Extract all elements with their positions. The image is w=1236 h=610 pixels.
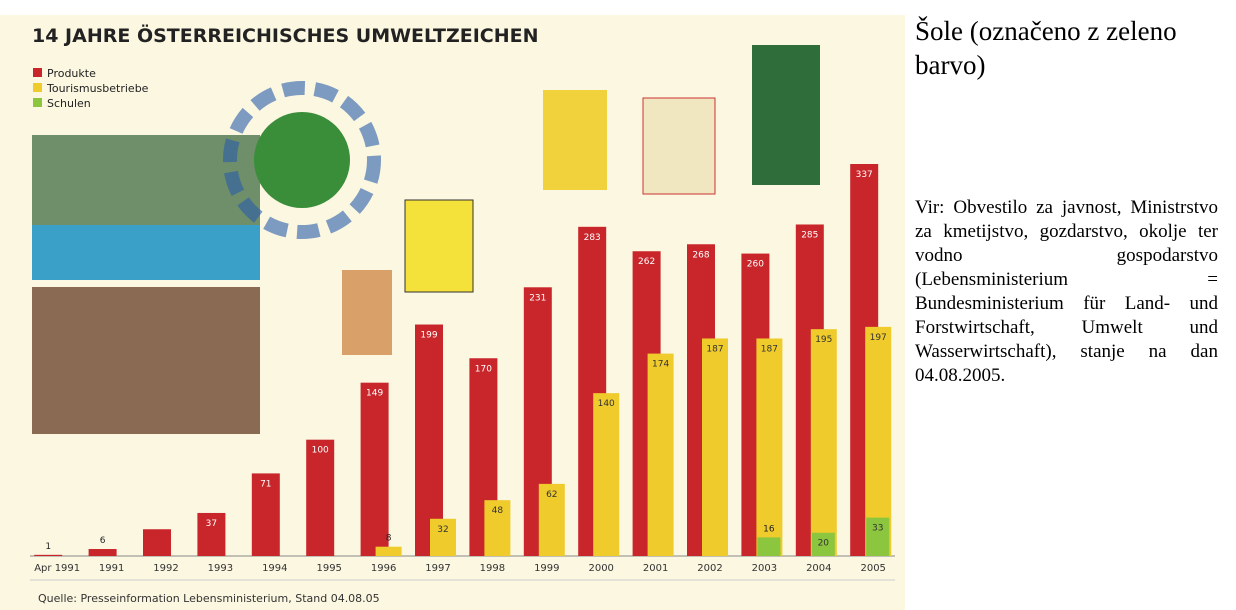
bar: [360, 382, 389, 556]
bar: [756, 338, 783, 556]
side-note: Vir: Obvestilo za javnost, Ministrstvo z…: [915, 197, 1218, 386]
value-label: 100: [312, 446, 329, 456]
value-label: 8: [386, 534, 392, 544]
photo-pool: [32, 225, 260, 280]
x-tick-label: 1994: [262, 563, 287, 574]
bar: [810, 329, 837, 556]
value-label: 6: [100, 536, 106, 546]
product-soil: [752, 45, 820, 185]
bar: [306, 439, 335, 556]
bar: [34, 554, 63, 556]
chart: 14 JAHRE ÖSTERREICHISCHES UMWELTZEICHEN …: [0, 15, 905, 610]
x-tick-label: 1997: [425, 563, 450, 574]
bar: [88, 549, 117, 556]
x-tick-label: 1993: [208, 563, 233, 574]
value-label: 1: [45, 542, 51, 552]
eco-logo-ring: [223, 81, 381, 239]
value-label: 195: [815, 335, 832, 345]
value-label: 283: [584, 233, 601, 243]
value-label: 170: [475, 364, 492, 374]
value-label: 32: [437, 525, 448, 535]
bar: [143, 529, 171, 556]
x-tick-label: Apr 1991: [34, 563, 80, 574]
x-tick-label: 2003: [752, 563, 777, 574]
bar: [702, 338, 728, 556]
bar: [811, 532, 835, 556]
bar: [757, 537, 781, 556]
legend-swatch: [33, 98, 42, 107]
chart-title: 14 JAHRE ÖSTERREICHISCHES UMWELTZEICHEN: [32, 23, 539, 47]
x-tick-label: 2005: [860, 563, 885, 574]
x-tick-label: 1992: [153, 563, 178, 574]
value-label: 260: [747, 260, 764, 270]
x-tick-label: 2001: [643, 563, 668, 574]
x-tick-label: 2000: [588, 563, 613, 574]
product-box: [642, 97, 716, 195]
value-label: 268: [692, 250, 709, 260]
value-label: 33: [872, 524, 883, 534]
source-note: Quelle: Presseinformation Lebensminister…: [38, 592, 380, 605]
product-bottles: [543, 90, 607, 190]
value-label: 62: [546, 490, 557, 500]
x-tick-label: 2002: [697, 563, 722, 574]
value-label: 337: [856, 170, 873, 180]
value-label: 231: [529, 293, 546, 303]
x-tick-label: 2004: [806, 563, 831, 574]
legend-swatch: [33, 83, 42, 92]
legend-label: Tourismusbetriebe: [46, 82, 149, 95]
legend-label: Schulen: [47, 97, 91, 110]
bar: [484, 500, 511, 556]
x-tick-label: 1998: [480, 563, 505, 574]
photo-children: [32, 287, 260, 434]
x-tick-label: 1991: [99, 563, 124, 574]
bar: [538, 483, 565, 556]
value-label: 48: [492, 506, 504, 516]
value-label: 174: [652, 360, 669, 370]
value-label: 285: [801, 230, 818, 240]
bar: [415, 324, 443, 556]
legend-swatch: [33, 68, 42, 77]
value-label: 197: [870, 333, 887, 343]
value-label: 199: [420, 331, 437, 341]
x-tick-label: 1999: [534, 563, 559, 574]
product-pellets: [342, 270, 392, 355]
legend-label: Produkte: [47, 67, 96, 80]
bar: [866, 517, 890, 556]
bar: [593, 393, 620, 556]
value-label: 16: [763, 524, 775, 534]
x-tick-label: 1995: [316, 563, 341, 574]
x-tick-label: 1996: [371, 563, 396, 574]
bar: [430, 518, 456, 556]
side-heading: Šole (označeno z zeleno barvo): [915, 16, 1177, 80]
product-book: [404, 199, 474, 293]
value-label: 187: [706, 344, 723, 354]
value-label: 140: [598, 399, 615, 409]
bar: [251, 473, 280, 556]
value-label: 71: [260, 479, 271, 489]
bar: [375, 546, 402, 556]
value-label: 149: [366, 389, 383, 399]
bar: [197, 512, 226, 556]
bar: [647, 353, 674, 556]
value-label: 187: [761, 344, 778, 354]
value-label: 37: [206, 519, 217, 529]
value-label: 20: [818, 539, 830, 549]
eco-logo: [254, 112, 350, 208]
value-label: 262: [638, 257, 655, 267]
